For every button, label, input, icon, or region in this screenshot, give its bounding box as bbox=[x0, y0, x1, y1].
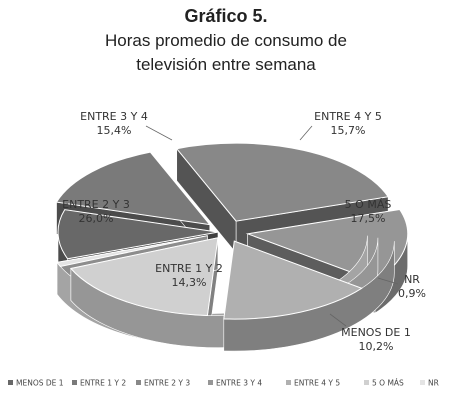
slice-label-entre-3-y-4: ENTRE 3 Y 4 bbox=[80, 110, 148, 123]
legend-swatch-nr bbox=[420, 380, 425, 385]
slice-top bbox=[69, 237, 219, 317]
leader-line bbox=[329, 313, 347, 327]
slice-label-entre-4-y-5: ENTRE 4 Y 5 bbox=[314, 110, 382, 123]
legend-swatch-5-o-m-s bbox=[364, 380, 369, 385]
slice-label-5-o-m-s: 5 O MÁS bbox=[345, 198, 392, 211]
legend-entry-nr: NR bbox=[428, 379, 439, 388]
legend-swatch-entre-3-y-4 bbox=[208, 380, 213, 385]
slice-value-5-o-m-s: 17,5% bbox=[351, 212, 386, 225]
slice-value-entre-3-y-4: 15,4% bbox=[97, 124, 132, 137]
slice-value-entre-2-y-3: 26,0% bbox=[79, 212, 114, 225]
slice-label-nr: NR bbox=[404, 273, 420, 286]
slice-top bbox=[57, 209, 219, 260]
legend-entry-menos-de-1: MENOS DE 1 bbox=[16, 379, 64, 388]
chart-subtitle-line-1: Horas promedio de consumo de bbox=[105, 31, 347, 50]
slice-outer-wall bbox=[223, 241, 395, 352]
legend-entry-5-o-m-s: 5 O MÁS bbox=[372, 379, 404, 388]
legend-entry-entre-2-y-3: ENTRE 2 Y 3 bbox=[144, 379, 190, 388]
slice-value-nr: 0,9% bbox=[398, 287, 426, 300]
leader-line bbox=[377, 277, 399, 285]
legend-entry-entre-1-y-2: ENTRE 1 Y 2 bbox=[80, 379, 126, 388]
legend-swatch-entre-2-y-3 bbox=[136, 380, 141, 385]
slice-top bbox=[175, 142, 389, 222]
leader-line bbox=[145, 125, 173, 141]
slice-top bbox=[223, 240, 363, 320]
slice-top bbox=[55, 151, 211, 226]
slice-value-menos-de-1: 10,2% bbox=[359, 340, 394, 353]
legend-swatch-menos-de-1 bbox=[8, 380, 13, 385]
leader-line bbox=[299, 125, 313, 141]
pie-slice-entre-4-y-5 bbox=[223, 240, 395, 352]
slice-label-entre-1-y-2: ENTRE 1 Y 2 bbox=[155, 262, 223, 275]
legend-entry-entre-3-y-4: ENTRE 3 Y 4 bbox=[216, 379, 262, 388]
legend-swatch-entre-4-y-5 bbox=[286, 380, 291, 385]
slice-value-entre-1-y-2: 14,3% bbox=[172, 276, 207, 289]
slice-value-entre-4-y-5: 15,7% bbox=[331, 124, 366, 137]
chart-subtitle-line-2: televisión entre semana bbox=[136, 55, 316, 74]
slice-label-entre-2-y-3: ENTRE 2 Y 3 bbox=[62, 198, 130, 211]
legend-entry-entre-4-y-5: ENTRE 4 Y 5 bbox=[294, 379, 340, 388]
slice-top bbox=[56, 235, 208, 268]
slice-label-menos-de-1: MENOS DE 1 bbox=[341, 326, 411, 339]
legend-swatch-entre-1-y-2 bbox=[72, 380, 77, 385]
chart-title: Gráfico 5. bbox=[184, 6, 268, 26]
chart-legend: MENOS DE 1 ENTRE 1 Y 2 ENTRE 2 Y 3 ENTRE 3 … bbox=[8, 379, 439, 388]
